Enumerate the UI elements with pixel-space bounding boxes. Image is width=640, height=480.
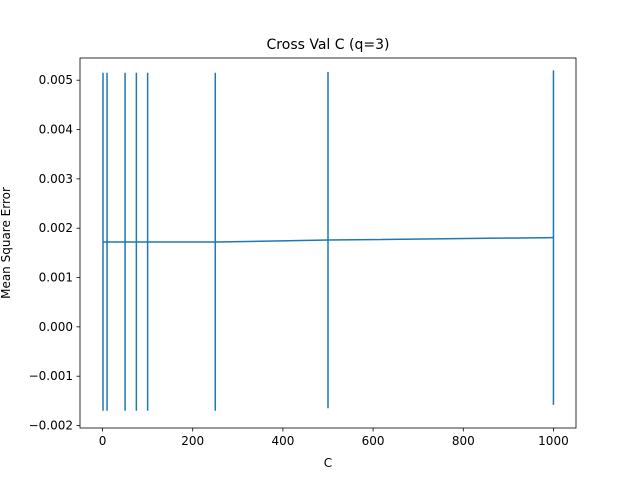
chart-title: Cross Val C (q=3) — [267, 37, 390, 53]
y-axis-title: Mean Square Error — [0, 187, 13, 299]
y-axis-ticks: −0.002 −0.001 0.000 0.001 0.002 0.003 0.004 0.0… — [29, 73, 80, 433]
y-tick-label: 0.003 — [39, 172, 73, 186]
plot-frame — [79, 57, 577, 429]
y-tick-label: −0.002 — [29, 419, 73, 433]
y-tick-label: 0.001 — [39, 271, 73, 285]
x-tick-label: 1000 — [538, 434, 569, 448]
x-axis-title: C — [324, 456, 332, 470]
series-line — [103, 236, 554, 243]
y-tick-label: 0.002 — [39, 221, 73, 235]
x-tick-label: 800 — [452, 434, 475, 448]
x-tick-label: 600 — [362, 434, 385, 448]
x-tick-label: 200 — [181, 434, 204, 448]
y-tick-label: −0.001 — [29, 369, 73, 383]
x-tick-label: 400 — [271, 434, 294, 448]
x-axis-ticks: 0 200 400 600 800 1000 — [99, 428, 569, 448]
y-tick-label: 0.000 — [39, 320, 73, 334]
y-tick-label: 0.005 — [39, 73, 73, 87]
x-tick-label: 0 — [99, 434, 107, 448]
y-tick-label: 0.004 — [39, 123, 73, 137]
